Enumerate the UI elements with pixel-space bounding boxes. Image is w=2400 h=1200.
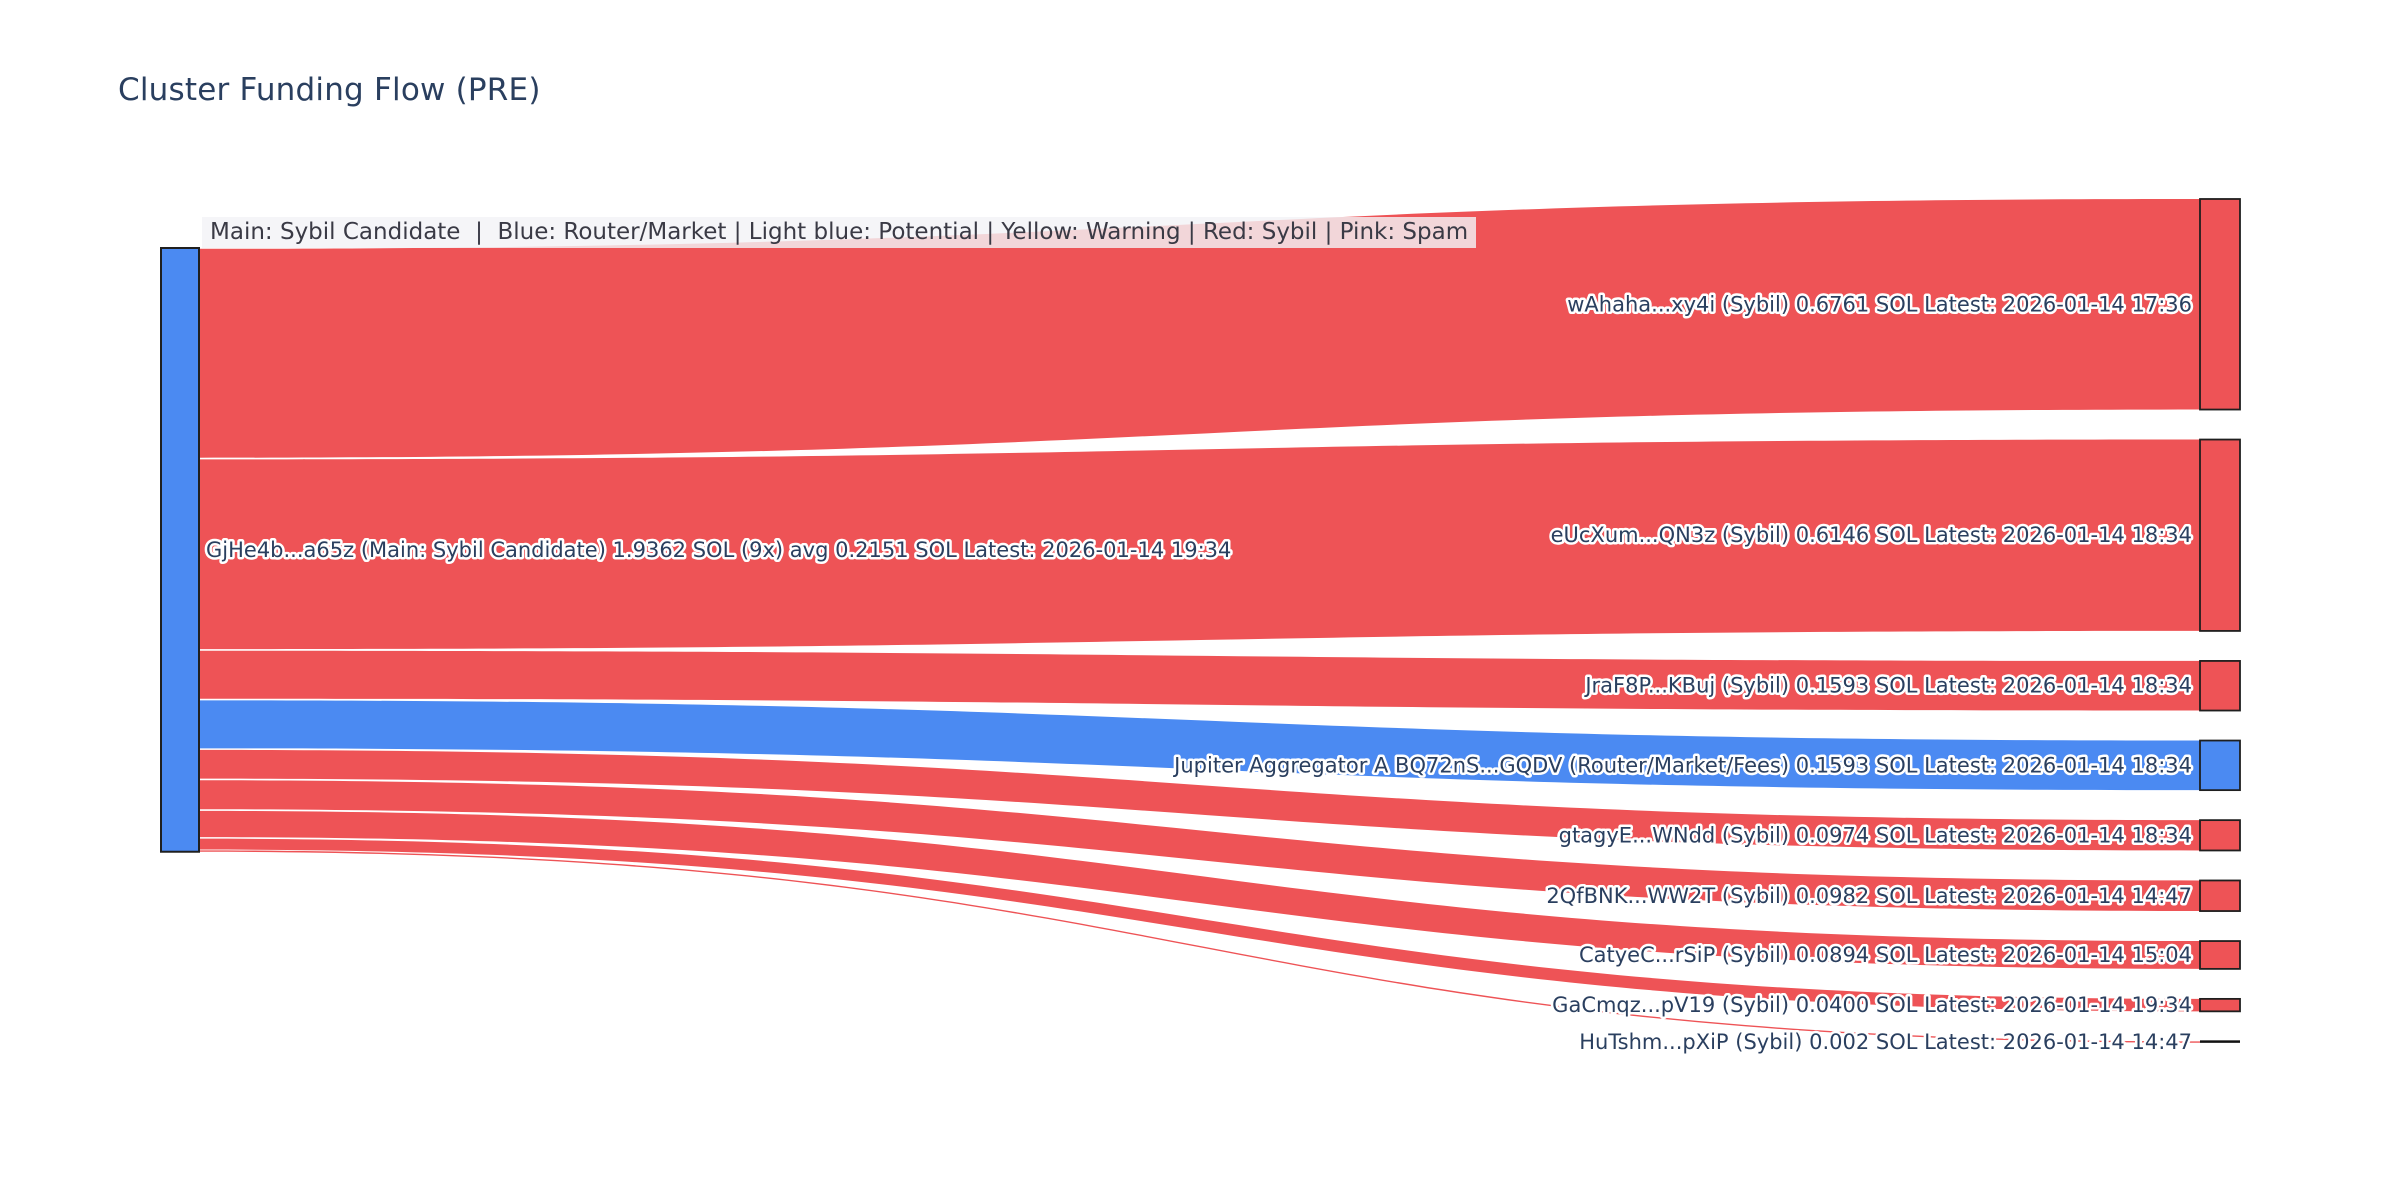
sankey-node-2QfBNK...WW2T[interactable] <box>2199 879 2241 912</box>
sankey-node-BQ72nS...GQDV[interactable] <box>2199 739 2241 792</box>
sankey-node-wAhaha...xy4i[interactable] <box>2199 198 2241 411</box>
sankey-link-JraF8P...KBuj[interactable] <box>199 650 2200 711</box>
sankey-node-HuTshm...pXiP[interactable] <box>2200 1040 2240 1043</box>
sankey-link-GaCmqz...pV19[interactable] <box>199 838 2200 1012</box>
node-label-eUcXum...QN3z: eUcXum...QN3z (Sybil) 0.6146 SOL Latest:… <box>1551 523 2192 547</box>
sankey-link-2QfBNK...WW2T[interactable] <box>199 780 2200 912</box>
sankey-node-CatyeC...rSiP[interactable] <box>2199 940 2241 970</box>
node-label-BQ72nS...GQDV: Jupiter Aggregator A BQ72nS...GQDV (Rout… <box>1172 753 2192 777</box>
sankey-link-eUcXum...QN3z[interactable] <box>199 439 2200 650</box>
sankey-link-HuTshm...pXiP[interactable] <box>199 850 2200 1043</box>
node-label-wAhaha...xy4i: wAhaha...xy4i (Sybil) 0.6761 SOL Latest:… <box>1567 292 2192 316</box>
sankey-node-eUcXum...QN3z[interactable] <box>2199 438 2241 632</box>
node-label-2QfBNK...WW2T: 2QfBNK...WW2T (Sybil) 0.0982 SOL Latest:… <box>1546 884 2192 908</box>
sankey-nodes-layer <box>160 198 2241 1043</box>
chart-title: Cluster Funding Flow (PRE) <box>118 72 541 108</box>
node-label-GjHe4b...a65z: GjHe4b...a65z (Main: Sybil Candidate) 1.… <box>206 538 1231 562</box>
node-label-gtagyE...WNdd: gtagyE...WNdd (Sybil) 0.0974 SOL Latest:… <box>1559 823 2192 847</box>
sankey-links-layer <box>199 199 2200 1043</box>
sankey-labels-layer: wAhaha...xy4i (Sybil) 0.6761 SOL Latest:… <box>204 290 2195 1057</box>
sankey-link-BQ72nS...GQDV[interactable] <box>199 700 2200 791</box>
sankey-link-CatyeC...rSiP[interactable] <box>199 810 2200 969</box>
node-label-JraF8P...KBuj: JraF8P...KBuj (Sybil) 0.1593 SOL Latest:… <box>1583 674 2192 698</box>
sankey-node-gtagyE...WNdd[interactable] <box>2199 819 2241 852</box>
node-label-HuTshm...pXiP: HuTshm...pXiP (Sybil) 0.002 SOL Latest: … <box>1579 1030 2192 1054</box>
node-label-GaCmqz...pV19: GaCmqz...pV19 (Sybil) 0.0400 SOL Latest:… <box>1552 993 2192 1017</box>
sankey-node-JraF8P...KBuj[interactable] <box>2199 660 2241 712</box>
sankey-link-gtagyE...WNdd[interactable] <box>199 749 2200 851</box>
node-label-CatyeC...rSiP: CatyeC...rSiP (Sybil) 0.0894 SOL Latest:… <box>1579 943 2192 967</box>
sankey-link-wAhaha...xy4i[interactable] <box>199 199 2200 458</box>
legend-note: Main: Sybil Candidate | Blue: Router/Mar… <box>202 217 1477 248</box>
sankey-node-GaCmqz...pV19[interactable] <box>2199 997 2241 1013</box>
sankey-node-GjHe4b...a65z[interactable] <box>160 247 200 853</box>
